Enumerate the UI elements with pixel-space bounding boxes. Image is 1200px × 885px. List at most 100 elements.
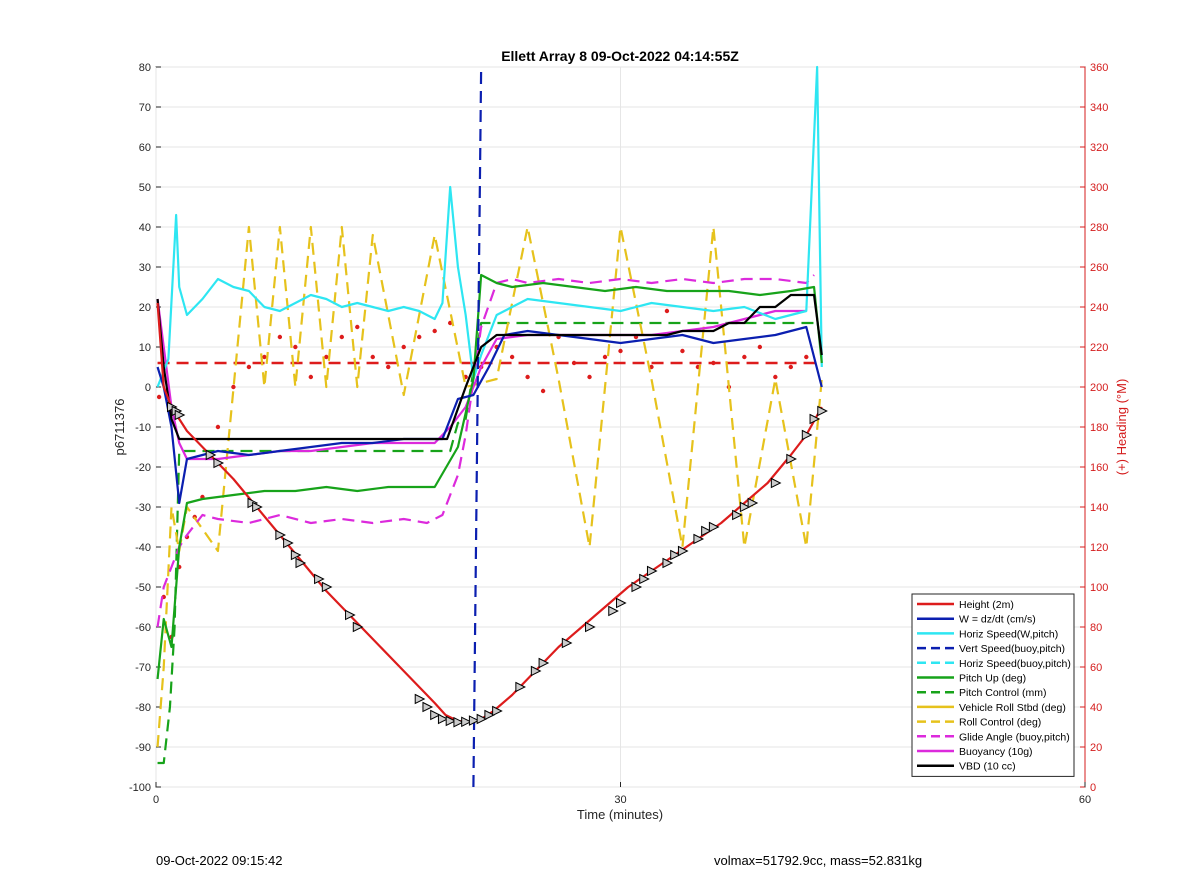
height-marker — [631, 581, 643, 593]
height-marker — [213, 457, 225, 469]
height-marker — [476, 713, 488, 725]
y-tick-label: -60 — [135, 622, 151, 634]
height-marker — [252, 501, 263, 513]
height-marker — [430, 709, 441, 721]
legend-label: Horiz Speed(buoy,pitch) — [959, 658, 1071, 670]
height-marker — [453, 716, 465, 728]
series-line-glide-angle-buoy-pitch — [156, 274, 815, 628]
y2-tick-label: 160 — [1090, 462, 1108, 474]
height-marker — [585, 621, 596, 633]
legend-label: Pitch Up (deg) — [959, 673, 1026, 685]
heading-point — [246, 364, 252, 370]
chart-title: Ellett Array 8 09-Oct-2022 04:14:55Z — [501, 48, 739, 64]
y-axis-label: p6711376 — [112, 399, 127, 456]
heading-point — [215, 424, 221, 430]
y2-tick-label: 340 — [1090, 102, 1108, 114]
heading-point — [417, 334, 422, 340]
y2-tick-label: 100 — [1090, 582, 1108, 594]
y2-axis-label: (+) Heading (°M) — [1114, 379, 1129, 476]
y2-tick-label: 0 — [1090, 782, 1096, 794]
heading-point — [680, 348, 685, 354]
legend-label: Height (2m) — [959, 599, 1014, 611]
heading-point — [277, 334, 283, 340]
height-marker — [616, 597, 627, 609]
heading-point — [587, 374, 592, 380]
heading-point — [231, 384, 236, 390]
y2-tick-label: 40 — [1090, 702, 1102, 714]
heading-point — [509, 354, 515, 360]
series-line-vbd-10-cc — [156, 293, 823, 441]
x-tick-label: 30 — [614, 794, 626, 806]
series-line-buoyancy-10g — [156, 298, 807, 461]
height-marker — [205, 449, 217, 461]
legend-label: Pitch Control (mm) — [959, 687, 1047, 699]
x-tick-label: 60 — [1079, 794, 1091, 806]
series-line-vert-speed-buoy-pitch — [472, 66, 483, 788]
heading-point — [308, 374, 314, 380]
legend-label: W = dz/dt (cm/s) — [959, 614, 1036, 626]
y-tick-label: -20 — [135, 462, 151, 474]
y2-tick-label: 200 — [1090, 382, 1108, 394]
footer-timestamp: 09-Oct-2022 09:15:42 — [156, 853, 283, 868]
heading-point — [773, 374, 778, 380]
heading-point — [386, 364, 391, 370]
heading-point — [355, 324, 360, 330]
height-marker — [414, 693, 426, 705]
y2-tick-label: 320 — [1090, 142, 1108, 154]
heading-point — [401, 344, 406, 350]
height-marker — [708, 521, 720, 533]
heading-point — [618, 348, 623, 354]
height-marker — [461, 716, 472, 728]
height-marker — [639, 573, 650, 585]
heading-point — [432, 328, 437, 334]
heading-point — [788, 364, 794, 370]
height-marker — [174, 409, 186, 421]
height-marker — [809, 413, 821, 425]
y-tick-label: -40 — [135, 542, 151, 554]
y2-tick-label: 260 — [1090, 262, 1108, 274]
y-tick-label: 50 — [139, 182, 151, 194]
height-marker — [314, 573, 325, 585]
height-marker — [530, 665, 542, 677]
y-tick-label: -10 — [135, 422, 151, 434]
footer-info: volmax=51792.9cc, mass=52.831kg — [714, 853, 923, 868]
height-marker — [608, 605, 619, 617]
y2-tick-label: 20 — [1090, 742, 1102, 754]
legend-label: Roll Control (deg) — [959, 717, 1041, 729]
height-marker — [538, 657, 550, 669]
y2-tick-label: 120 — [1090, 542, 1108, 554]
height-marker — [283, 537, 294, 549]
y-tick-label: 0 — [145, 382, 151, 394]
height-marker — [646, 565, 658, 577]
heading-point — [804, 354, 809, 360]
height-marker — [345, 609, 356, 621]
heading-point — [602, 354, 608, 360]
y-tick-label: 80 — [139, 62, 151, 74]
height-marker — [732, 509, 743, 521]
height-marker — [701, 525, 712, 537]
heading-point — [370, 354, 375, 360]
heading-point — [339, 334, 344, 340]
heading-point — [571, 360, 577, 366]
height-marker — [321, 581, 333, 593]
y2-tick-label: 220 — [1090, 342, 1108, 354]
height-marker — [801, 429, 813, 441]
heading-point — [540, 388, 546, 394]
heading-point — [324, 354, 329, 360]
y-axis-left: -100-90-80-70-60-50-40-30-20-10010203040… — [129, 62, 161, 794]
height-marker — [670, 549, 681, 561]
y2-tick-label: 280 — [1090, 222, 1108, 234]
height-marker — [677, 545, 689, 557]
y-tick-label: -70 — [135, 662, 151, 674]
y-tick-label: -90 — [135, 742, 151, 754]
y-tick-label: 20 — [139, 302, 151, 314]
y2-tick-label: 60 — [1090, 662, 1102, 674]
legend-label: Glide Angle (buoy,pitch) — [959, 731, 1070, 743]
height-marker — [693, 533, 705, 545]
legend-label: Vert Speed(buoy,pitch) — [959, 643, 1065, 655]
legend-label: Vehicle Roll Stbd (deg) — [959, 702, 1066, 714]
height-marker — [437, 713, 449, 725]
y-tick-label: 10 — [139, 342, 151, 354]
heading-point — [293, 344, 298, 350]
height-marker — [662, 557, 674, 569]
